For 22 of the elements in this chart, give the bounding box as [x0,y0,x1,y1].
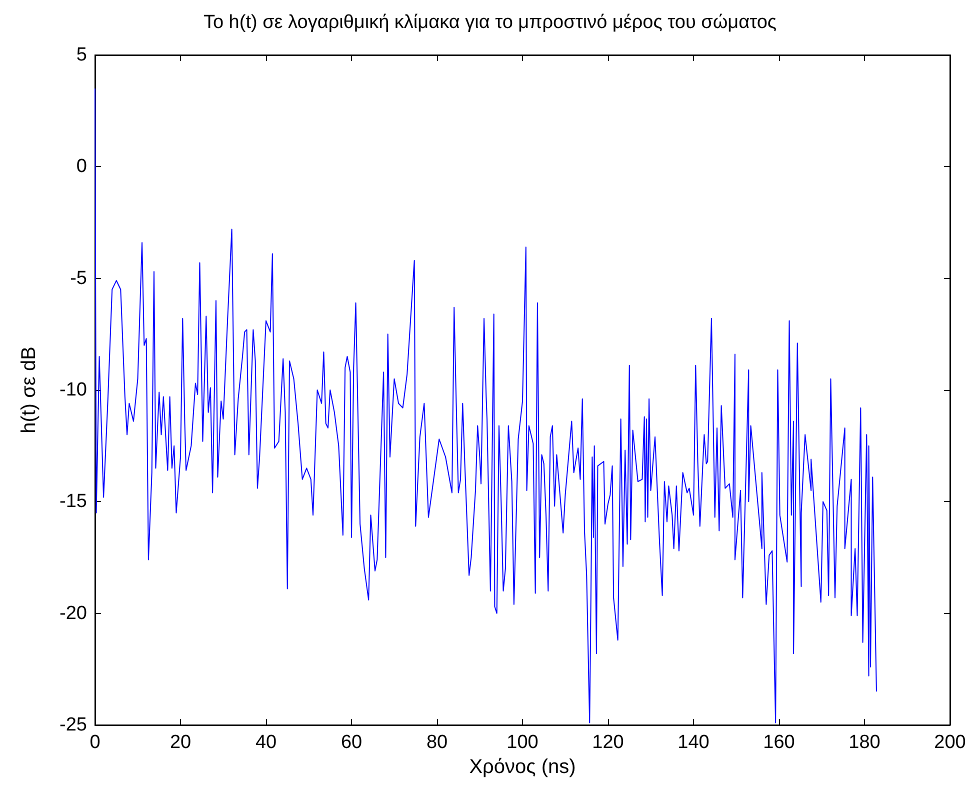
x-tick-label: 40 [255,732,277,753]
y-tick-label: -10 [60,380,87,400]
x-tick-label: 160 [763,732,795,753]
x-tick-label: 20 [170,732,192,753]
x-tick-label: 0 [90,732,100,753]
x-axis-title: Χρόνος (ns) [469,756,576,778]
x-tick-label: 140 [678,732,710,753]
x-tick-label: 180 [848,732,880,753]
line-series [94,88,877,724]
y-tick-label: 0 [76,156,87,178]
y-tick-label: 5 [76,44,87,66]
chart-title: Το h(t) σε λογαριθμική κλίμακα για το μπροστινό μέρος του σώματος [203,12,777,33]
y-tick-label: -5 [70,268,87,289]
y-axis-title: h(t) σε dB [18,346,40,434]
x-tick-label: 200 [934,732,966,753]
x-tick-label: 60 [340,732,362,753]
x-tick-label: 100 [506,732,538,753]
x-tick-label: 120 [592,732,624,753]
y-tick-label: -25 [60,714,87,736]
x-tick-label: 80 [426,732,448,753]
y-tick-label: -15 [60,491,87,512]
y-tick-label: -20 [60,602,87,624]
